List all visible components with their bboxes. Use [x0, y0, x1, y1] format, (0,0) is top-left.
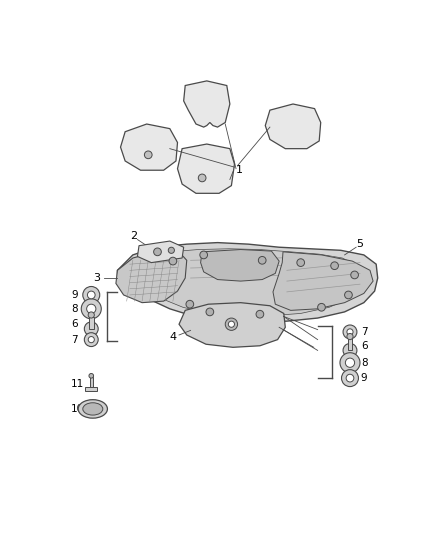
Circle shape [85, 322, 98, 336]
Polygon shape [179, 303, 285, 348]
Circle shape [88, 291, 95, 299]
Circle shape [186, 301, 194, 308]
Text: 11: 11 [71, 378, 85, 389]
Circle shape [81, 299, 101, 319]
Circle shape [198, 174, 206, 182]
Polygon shape [348, 338, 352, 350]
Circle shape [345, 291, 352, 299]
Polygon shape [138, 241, 184, 263]
Circle shape [347, 329, 353, 335]
Polygon shape [116, 252, 187, 303]
Circle shape [318, 303, 325, 311]
Polygon shape [90, 377, 93, 386]
Text: 10: 10 [71, 404, 85, 414]
Circle shape [343, 325, 357, 339]
Text: 7: 7 [361, 327, 367, 337]
Ellipse shape [83, 403, 103, 415]
Ellipse shape [78, 400, 107, 418]
Circle shape [225, 318, 237, 330]
Circle shape [145, 151, 152, 159]
Polygon shape [117, 243, 378, 322]
Text: 4: 4 [170, 332, 177, 342]
Polygon shape [184, 81, 230, 127]
Polygon shape [177, 144, 234, 193]
Polygon shape [273, 252, 373, 310]
Text: 9: 9 [71, 290, 78, 300]
Polygon shape [265, 104, 321, 149]
Circle shape [342, 370, 358, 386]
Circle shape [340, 353, 360, 373]
Circle shape [168, 247, 174, 253]
Circle shape [88, 336, 94, 343]
Circle shape [256, 310, 264, 318]
Text: 1: 1 [236, 165, 243, 175]
Circle shape [351, 271, 358, 279]
Polygon shape [120, 124, 177, 170]
Circle shape [154, 248, 161, 256]
Circle shape [347, 334, 353, 340]
Circle shape [343, 343, 357, 357]
Text: 6: 6 [361, 341, 367, 351]
Circle shape [83, 287, 100, 303]
Circle shape [346, 358, 355, 367]
Circle shape [200, 251, 208, 259]
Polygon shape [133, 249, 362, 316]
Circle shape [88, 312, 94, 318]
Circle shape [206, 308, 214, 316]
Text: 3: 3 [93, 273, 100, 283]
Circle shape [331, 262, 339, 270]
Circle shape [228, 321, 234, 327]
Circle shape [85, 333, 98, 346]
Text: 6: 6 [71, 319, 78, 329]
Circle shape [258, 256, 266, 264]
Text: 8: 8 [71, 304, 78, 314]
Circle shape [346, 374, 354, 382]
Text: 8: 8 [361, 358, 367, 368]
Circle shape [169, 257, 177, 265]
Text: 5: 5 [356, 239, 363, 249]
Circle shape [87, 304, 96, 313]
Polygon shape [85, 386, 97, 391]
Polygon shape [89, 317, 94, 329]
Circle shape [89, 374, 94, 378]
Text: 7: 7 [71, 335, 78, 345]
Polygon shape [201, 249, 279, 281]
Text: 9: 9 [361, 373, 367, 383]
Circle shape [297, 259, 304, 266]
Text: 2: 2 [130, 231, 137, 241]
